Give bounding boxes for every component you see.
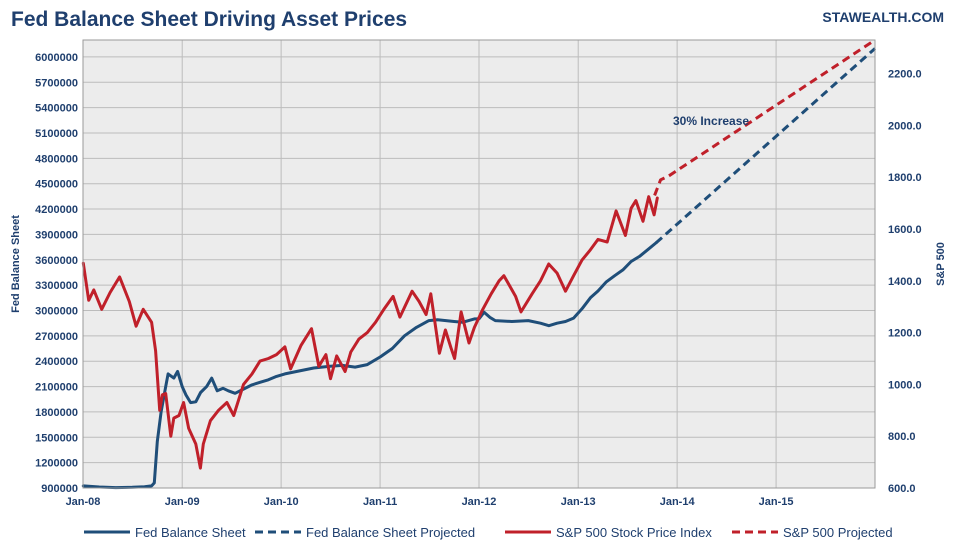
x-tick-label: Jan-11 — [363, 496, 397, 508]
legend-label-sp500-index: S&P 500 Stock Price Index — [556, 525, 712, 540]
right-axis-label: S&P 500 — [935, 242, 947, 286]
left-tick-label: 900000 — [41, 483, 78, 495]
left-axis-label: Fed Balance Sheet — [10, 215, 22, 313]
left-tick-label: 1200000 — [35, 458, 78, 470]
right-tick-label: 1600.0 — [888, 224, 922, 236]
x-tick-label: Jan-15 — [759, 496, 794, 508]
x-tick-label: Jan-10 — [264, 496, 299, 508]
left-tick-label: 2700000 — [35, 331, 78, 343]
legend: Fed Balance Sheet Fed Balance Sheet Proj… — [84, 525, 893, 540]
left-tick-label: 4500000 — [35, 179, 78, 191]
legend-label-sp500-projected: S&P 500 Projected — [783, 525, 893, 540]
right-tick-label: 1800.0 — [888, 172, 922, 184]
right-tick-label: 1200.0 — [888, 328, 922, 340]
right-tick-label: 600.0 — [888, 483, 916, 495]
left-tick-label: 3600000 — [35, 255, 78, 267]
x-axis-ticks: Jan-08 Jan-09 Jan-10 Jan-11 Jan-12 Jan-13 Jan-… — [66, 496, 794, 508]
x-tick-label: Jan-13 — [561, 496, 596, 508]
x-tick-label: Jan-08 — [66, 496, 101, 508]
left-tick-label: 2400000 — [35, 356, 78, 368]
x-tick-label: Jan-12 — [462, 496, 497, 508]
left-tick-label: 2100000 — [35, 382, 78, 394]
left-tick-label: 5400000 — [35, 103, 78, 115]
series-line-sp-500-projected — [653, 38, 876, 196]
series-layer — [81, 38, 876, 490]
legend-label-fed-balance-sheet-projected: Fed Balance Sheet Projected — [306, 525, 475, 540]
left-tick-label: 5100000 — [35, 128, 78, 140]
x-tick-label: Jan-14 — [660, 496, 696, 508]
right-tick-label: 800.0 — [888, 431, 916, 443]
right-tick-label: 1400.0 — [888, 276, 922, 288]
left-tick-label: 5700000 — [35, 77, 78, 89]
left-tick-label: 1800000 — [35, 407, 78, 419]
left-tick-label: 6000000 — [35, 52, 78, 64]
chart-title: Fed Balance Sheet Driving Asset Prices — [11, 8, 407, 31]
left-tick-label: 3000000 — [35, 305, 78, 317]
left-tick-label: 1500000 — [35, 432, 78, 444]
x-tick-label: Jan-09 — [165, 496, 200, 508]
left-tick-label: 3300000 — [35, 280, 78, 292]
left-tick-label: 3900000 — [35, 229, 78, 241]
brand-label: STAWEALTH.COM — [822, 9, 944, 25]
plot-border — [82, 39, 876, 489]
left-tick-label: 4800000 — [35, 153, 78, 165]
right-axis-ticks: 600.0 800.0 1000.0 1200.0 1400.0 1600.0 1800.0… — [888, 69, 922, 495]
series-line-fed-balance-sheet-projected — [655, 47, 876, 245]
annotation-label: 30% Increase — [673, 114, 749, 128]
series-line-sp-500-stock-price-index — [81, 195, 659, 470]
right-tick-label: 2000.0 — [888, 120, 922, 132]
left-tick-label: 4200000 — [35, 204, 78, 216]
left-axis-ticks: 900000 1200000 1500000 1800000 2100000 240000… — [35, 52, 78, 495]
right-tick-label: 2200.0 — [888, 69, 922, 81]
legend-label-fed-balance-sheet: Fed Balance Sheet — [135, 525, 246, 540]
right-tick-label: 1000.0 — [888, 379, 922, 391]
